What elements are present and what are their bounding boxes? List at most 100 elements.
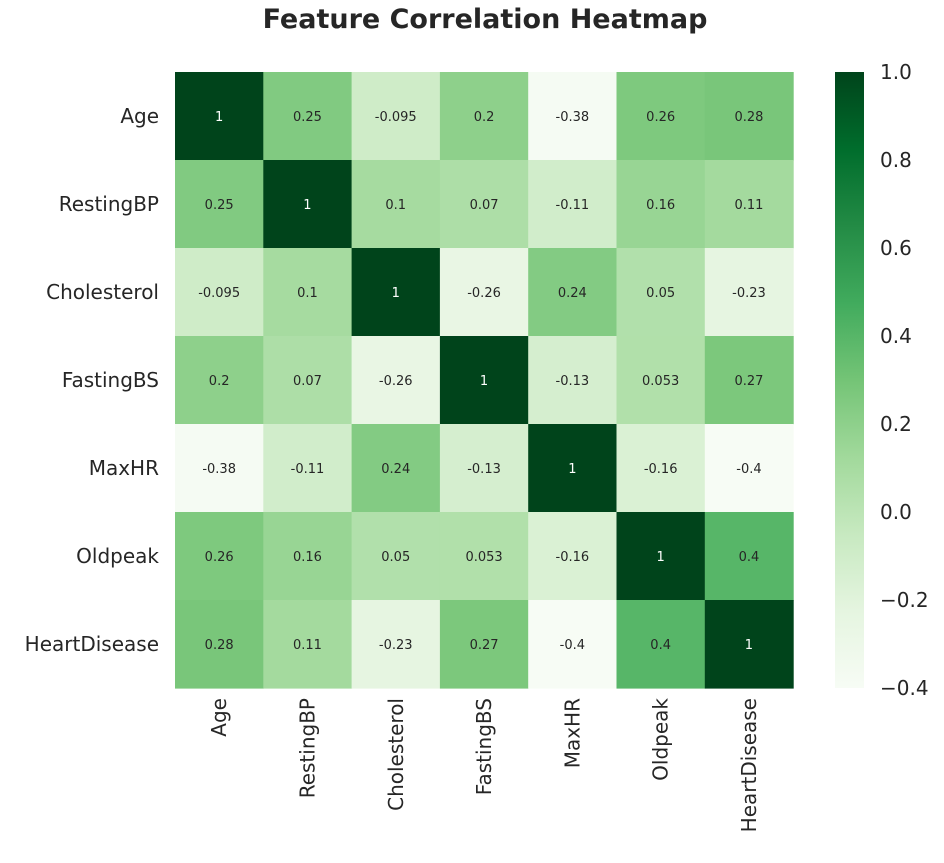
heatmap-cell — [263, 512, 353, 601]
heatmap-cell — [704, 424, 794, 513]
cell-value-label: 1 — [480, 374, 488, 389]
colorbar-tick-label: 1.0 — [880, 60, 912, 84]
cell-value-label: 0.27 — [470, 638, 499, 653]
colorbar-tick-label: −0.4 — [880, 676, 929, 700]
cell-value-label: 0.053 — [465, 550, 502, 565]
heatmap-cell — [439, 424, 529, 513]
heatmap-cell — [351, 512, 441, 601]
heatmap-cell — [351, 600, 441, 689]
x-tick-label: Oldpeak — [649, 698, 673, 781]
heatmap-cell — [175, 600, 264, 689]
colorbar-tick-label: −0.2 — [880, 588, 929, 612]
x-tick-label: HeartDisease — [737, 698, 761, 832]
cell-value-label: 0.4 — [650, 638, 671, 653]
y-tick-label: FastingBS — [62, 368, 159, 392]
heatmap-cell — [351, 424, 441, 513]
y-axis-tick-labels: Age RestingBP Cholesterol FastingBS MaxHR Old… — [25, 104, 160, 656]
cell-value-label: 0.05 — [646, 286, 675, 301]
heatmap-cell — [528, 336, 618, 425]
cell-value-label: -0.13 — [467, 462, 501, 477]
cell-value-label: 0.2 — [209, 374, 230, 389]
cell-value-label: -0.16 — [644, 462, 678, 477]
cell-value-label: -0.16 — [556, 550, 590, 565]
cell-value-label: -0.38 — [556, 110, 590, 125]
cell-value-label: 0.053 — [642, 374, 679, 389]
cell-value-label: 1 — [657, 550, 665, 565]
heatmap-cell — [439, 512, 529, 601]
heatmap-cell — [439, 600, 529, 689]
cell-value-label: -0.4 — [736, 462, 761, 477]
cell-value-label: 0.25 — [205, 198, 234, 213]
heatmap-cell — [528, 424, 618, 513]
cell-value-label: 0.24 — [381, 462, 410, 477]
cell-value-label: -0.38 — [202, 462, 236, 477]
heatmap-cell — [263, 72, 353, 161]
colorbar-tick-label: 0.6 — [880, 236, 912, 260]
cell-value-label: 0.26 — [205, 550, 234, 565]
heatmap-cell — [616, 512, 706, 601]
y-tick-label: Cholesterol — [46, 280, 159, 304]
colorbar: 1.0 0.8 0.6 0.4 0.2 0.0 −0.2 −0.4 — [835, 60, 929, 700]
heatmap-cell — [263, 248, 353, 337]
heatmap-cell — [616, 248, 706, 337]
cell-value-label: -0.095 — [375, 110, 417, 125]
cell-value-label: 0.05 — [381, 550, 410, 565]
heatmap-cell — [616, 600, 706, 689]
chart-title: Feature Correlation Heatmap — [262, 4, 708, 35]
cell-value-label: 0.27 — [734, 374, 763, 389]
cell-value-label: -0.23 — [379, 638, 413, 653]
heatmap-cell — [439, 72, 529, 161]
cell-value-label: 1 — [303, 198, 311, 213]
cell-value-label: 0.4 — [739, 550, 760, 565]
cell-value-label: 0.28 — [205, 638, 234, 653]
heatmap-annotations: 1 0.25 -0.095 0.2 -0.38 0.26 0.28 0.25 1 0.1 0.07 -… — [198, 110, 766, 653]
cell-value-label: -0.26 — [379, 374, 413, 389]
colorbar-tick-label: 0.0 — [880, 500, 912, 524]
heatmap-cell — [616, 72, 706, 161]
heatmap-cell — [704, 336, 794, 425]
heatmap-cell — [175, 248, 264, 337]
cell-value-label: -0.23 — [732, 286, 766, 301]
x-axis-tick-labels: Age RestingBP Cholesterol FastingBS MaxHR Old… — [207, 698, 761, 833]
cell-value-label: 0.24 — [558, 286, 587, 301]
cell-value-label: 0.16 — [293, 550, 322, 565]
heatmap-cell — [704, 72, 794, 161]
cell-value-label: -0.11 — [556, 198, 590, 213]
cell-value-label: 0.1 — [385, 198, 406, 213]
cell-value-label: -0.11 — [291, 462, 325, 477]
heatmap-cell — [351, 72, 441, 161]
heatmap-cell — [528, 600, 618, 689]
y-tick-label: Oldpeak — [76, 544, 159, 568]
cell-value-label: 0.26 — [646, 110, 675, 125]
x-tick-label: Age — [207, 698, 231, 737]
cell-value-label: -0.095 — [198, 286, 240, 301]
heatmap-cell — [175, 160, 264, 249]
cell-value-label: 0.25 — [293, 110, 322, 125]
cell-value-label: 0.11 — [734, 198, 763, 213]
heatmap-cells — [175, 72, 794, 689]
x-tick-label: Cholesterol — [384, 698, 408, 811]
heatmap-cell — [263, 424, 353, 513]
heatmap-cell — [439, 160, 529, 249]
heatmap-cell — [263, 336, 353, 425]
y-tick-label: MaxHR — [89, 456, 159, 480]
cell-value-label: 0.2 — [474, 110, 495, 125]
heatmap-cell — [704, 600, 794, 689]
heatmap-cell — [616, 160, 706, 249]
heatmap-cell — [616, 336, 706, 425]
x-tick-label: FastingBS — [472, 698, 496, 795]
heatmap-cell — [528, 160, 618, 249]
colorbar-tick-label: 0.2 — [880, 412, 912, 436]
heatmap-cell — [175, 512, 264, 601]
heatmap-cell — [351, 160, 441, 249]
cell-value-label: -0.13 — [556, 374, 590, 389]
heatmap-cell — [704, 248, 794, 337]
cell-value-label: 1 — [568, 462, 576, 477]
cell-value-label: -0.26 — [467, 286, 501, 301]
y-tick-label: HeartDisease — [25, 632, 159, 656]
heatmap-cell — [351, 248, 441, 337]
cell-value-label: 0.07 — [470, 198, 499, 213]
cell-value-label: 1 — [215, 110, 223, 125]
x-tick-label: MaxHR — [560, 698, 584, 768]
